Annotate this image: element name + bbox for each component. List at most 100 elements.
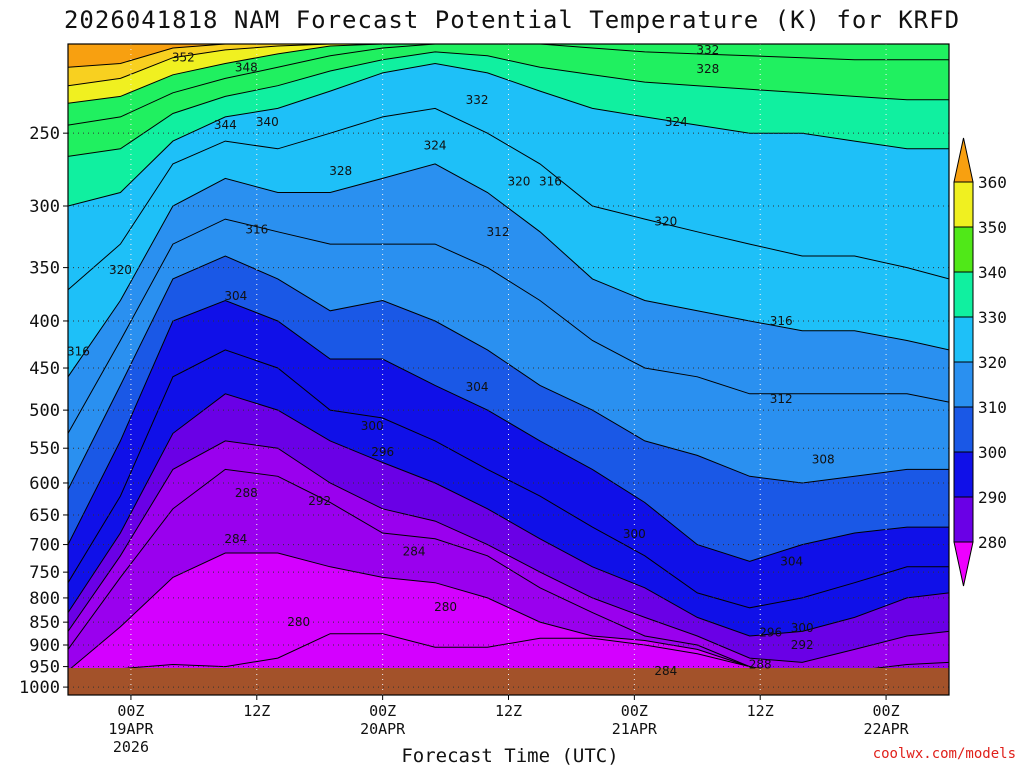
contour-label: 340	[256, 115, 279, 129]
contour-label: 328	[696, 62, 719, 76]
y-tick-label: 350	[29, 259, 60, 279]
fill-band-332	[68, 44, 949, 126]
contour-label: 300	[791, 621, 814, 635]
contour-label: 316	[539, 174, 562, 188]
colorbar: 360 350 340 330 320 310 300 290 280	[953, 137, 1007, 587]
x-tick-label: 19APR	[108, 720, 154, 738]
colorbar-swatch	[953, 316, 974, 363]
colorbar-swatch	[953, 271, 974, 318]
y-tick-label: 950	[29, 658, 60, 678]
x-tick-label: 00Z	[369, 702, 396, 720]
isentrope-340	[68, 44, 949, 104]
y-tick-label: 500	[29, 401, 60, 421]
x-tick-label: 00Z	[117, 702, 144, 720]
colorbar-label: 290	[978, 488, 1007, 507]
contour-label: 316	[770, 314, 793, 328]
y-tick-label: 650	[29, 506, 60, 526]
contour-label: 352	[172, 51, 195, 65]
colorbar-swatch	[953, 226, 974, 273]
colorbar-label: 310	[978, 398, 1007, 417]
contour-label: 284	[224, 532, 247, 546]
contour-label: 304	[224, 289, 247, 303]
contour-label: 284	[654, 664, 677, 678]
contour-label: 348	[235, 60, 258, 74]
contour-label: 300	[361, 419, 384, 433]
colorbar-swatch	[953, 496, 974, 543]
contour-label: 296	[371, 445, 394, 459]
colorbar-swatch	[953, 361, 974, 408]
contour-label: 324	[665, 115, 688, 129]
colorbar-label: 360	[978, 173, 1007, 192]
contour-label: 312	[487, 225, 510, 239]
x-tick-label: 21APR	[612, 720, 658, 738]
y-tick-label: 400	[29, 312, 60, 332]
contour-label: 296	[759, 625, 782, 639]
isentrope-296	[68, 393, 949, 637]
y-tick-label: 700	[29, 536, 60, 556]
contour-label: 316	[67, 345, 90, 359]
y-tick-label: 900	[29, 636, 60, 656]
contour-label: 328	[329, 164, 352, 178]
fill-band-328	[68, 44, 949, 157]
contour-label: 280	[287, 615, 310, 629]
colorbar-label: 350	[978, 218, 1007, 237]
contour-label: 304	[780, 554, 803, 568]
x-tick-label: 00Z	[873, 702, 900, 720]
x-tick-label: 2026	[113, 738, 149, 756]
x-tick-label: 12Z	[747, 702, 774, 720]
contour-label: 304	[466, 380, 489, 394]
isentrope-304	[68, 299, 949, 562]
y-tick-label: 600	[29, 474, 60, 494]
grid-lines	[68, 44, 949, 695]
y-tick-label: 750	[29, 563, 60, 583]
contour-label: 332	[466, 93, 489, 107]
contour-label: 280	[434, 600, 457, 614]
isentrope-328	[68, 51, 949, 157]
x-axis-title: Forecast Time (UTC)	[401, 745, 619, 767]
x-tick-label: 12Z	[495, 702, 522, 720]
y-tick-label: 800	[29, 589, 60, 609]
isentrope-324	[68, 62, 949, 207]
colorbar-swatch	[953, 451, 974, 498]
x-tick-label: 20APR	[360, 720, 406, 738]
isentrope-320	[68, 107, 949, 291]
colorbar-label: 280	[978, 533, 1007, 552]
colorbar-label: 330	[978, 308, 1007, 327]
contour-label: 320	[654, 215, 677, 229]
y-tick-label: 250	[29, 124, 60, 144]
credit-text: coolwx.com/models	[872, 746, 1016, 762]
isentrope-292	[68, 440, 949, 663]
colorbar-label: 300	[978, 443, 1007, 462]
ground-band	[68, 668, 949, 695]
contour-label: 332	[696, 43, 719, 57]
colorbar-swatch	[953, 406, 974, 453]
contour-label: 292	[308, 494, 331, 508]
y-tick-label: 450	[29, 359, 60, 379]
contour-label: 292	[791, 638, 814, 652]
contour-label: 316	[245, 222, 268, 236]
chart-title: 2026041818 NAM Forecast Potential Temper…	[63, 6, 961, 34]
contour-label: 324	[424, 139, 447, 153]
fill-band-352	[68, 44, 949, 68]
isentrope-316	[68, 163, 949, 378]
colorbar-top-arrow	[953, 137, 974, 183]
isentrope-348	[68, 44, 949, 87]
y-tick-label: 850	[29, 613, 60, 633]
isentrope-312	[68, 218, 949, 434]
contour-label: 288	[749, 657, 772, 671]
y-axis: 250 300 350 400 450 500 550 600 650 700 750 800 850 9…	[19, 124, 68, 698]
contour-label: 308	[812, 453, 835, 467]
isentrope-332	[68, 44, 949, 126]
contour-label: 300	[623, 527, 646, 541]
colorbar-label: 320	[978, 353, 1007, 372]
contour-label: 320	[109, 263, 132, 277]
y-tick-label: 550	[29, 439, 60, 459]
isentrope-352	[68, 44, 949, 68]
y-tick-label: 300	[29, 197, 60, 217]
contour-label: 312	[770, 392, 793, 406]
contour-label: 344	[214, 118, 237, 132]
colorbar-bottom-arrow	[953, 541, 974, 587]
contour-label: 288	[235, 486, 258, 500]
